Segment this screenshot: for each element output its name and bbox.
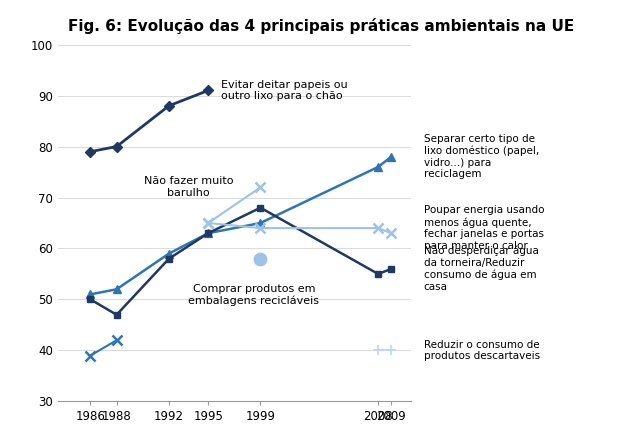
- Text: Não desperdiçar água
da torneira/Reduzir
consumo de água em
casa: Não desperdiçar água da torneira/Reduzir…: [424, 246, 539, 292]
- Text: Evitar deitar papeis ou
outro lixo para o chão: Evitar deitar papeis ou outro lixo para …: [221, 80, 348, 101]
- Text: Comprar produtos em
embalagens recicláveis: Comprar produtos em embalagens recicláve…: [189, 284, 320, 306]
- Text: Poupar energia usando
menos água quente,
fechar janelas e portas
para manter o c: Poupar energia usando menos água quente,…: [424, 206, 544, 251]
- Point: [256, 255, 266, 262]
- Text: Não fazer muito
barulho: Não fazer muito barulho: [144, 176, 233, 198]
- Text: Reduzir o consumo de
produtos descartaveis: Reduzir o consumo de produtos descartave…: [424, 339, 540, 361]
- Text: Fig. 6: Evolução das 4 principais práticas ambientais na UE: Fig. 6: Evolução das 4 principais prátic…: [68, 18, 574, 34]
- Text: Separar certo tipo de
lixo doméstico (papel,
vidro...) para
reciclagem: Separar certo tipo de lixo doméstico (pa…: [424, 134, 539, 179]
